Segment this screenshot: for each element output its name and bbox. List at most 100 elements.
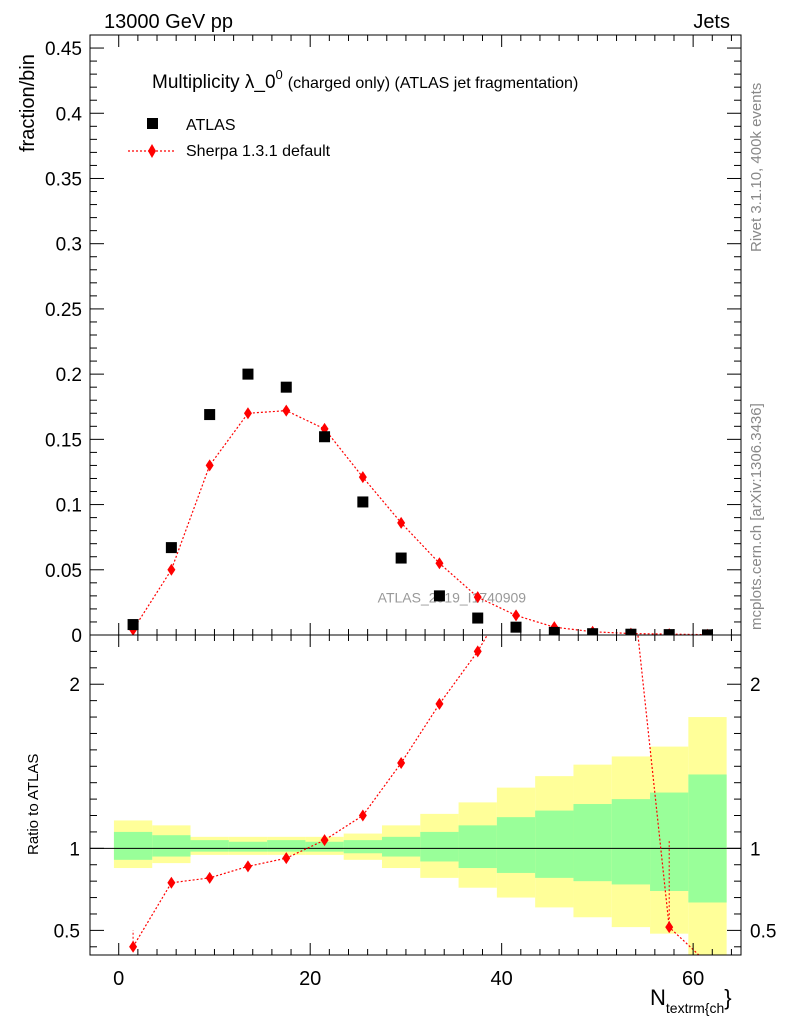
- band-green-bin: [113, 831, 153, 860]
- y-tick-label-bottom: 0.5: [54, 921, 80, 942]
- atlas-point: [127, 619, 139, 631]
- band-green-bin: [611, 799, 651, 885]
- ratio-point: [167, 876, 176, 889]
- atlas-point: [548, 626, 560, 635]
- sherpa-line: [132, 410, 708, 635]
- atlas-point: [357, 496, 369, 508]
- y-tick-label-top: 0.4: [56, 104, 83, 125]
- band-green-bin: [305, 841, 344, 852]
- legend: ATLAS Sherpa 1.3.1 default: [128, 117, 331, 160]
- atlas-point: [510, 621, 522, 633]
- y-tick-label-top: 0.3: [56, 235, 82, 256]
- y-tick-label-bottom: 1: [69, 839, 80, 860]
- atlas-point: [663, 629, 675, 635]
- ratio-point: [473, 645, 482, 658]
- band-green-bin: [496, 817, 536, 873]
- atlas-point: [587, 628, 599, 635]
- sherpa-point: [512, 609, 521, 622]
- sherpa-point: [282, 404, 291, 417]
- y-tick-label-top: 0.35: [45, 169, 82, 190]
- band-green-bin: [420, 831, 459, 862]
- y-axis-label-top: fraction/bin: [17, 54, 39, 152]
- atlas-point: [433, 590, 445, 602]
- y-axis-label-bottom: Ratio to ATLAS: [25, 754, 42, 855]
- atlas-point: [472, 612, 484, 624]
- y-tick-label-bottom-right: 0.5: [750, 921, 776, 942]
- header-left: 13000 GeV pp: [104, 11, 233, 33]
- legend-atlas-marker: [147, 118, 158, 129]
- y-tick-label-top: 0.2: [56, 365, 82, 386]
- sherpa-point: [435, 557, 444, 570]
- y-tick-label-bottom-right: 2: [750, 675, 761, 696]
- atlas-point: [701, 629, 713, 635]
- header-right: Jets: [693, 11, 730, 33]
- ratio-point: [243, 860, 252, 873]
- ratio-point: [320, 834, 329, 847]
- atlas-point: [395, 552, 407, 564]
- band-green-bin: [381, 836, 421, 857]
- ratio-point: [282, 852, 291, 865]
- sherpa-point: [473, 591, 482, 604]
- x-axis-label-sub: textrm{ch: [666, 1000, 724, 1016]
- atlas-point: [319, 431, 331, 443]
- y-tick-label-top: 0.45: [45, 39, 82, 60]
- band-green-bin: [573, 804, 612, 882]
- ratio-point: [205, 871, 214, 884]
- legend-sherpa-label: Sherpa 1.3.1 default: [186, 143, 331, 160]
- atlas-point: [280, 381, 292, 393]
- x-axis-label-close: }: [724, 985, 731, 1010]
- ratio-point: [627, 563, 635, 575]
- band-green-bin: [535, 810, 574, 878]
- chart-title-suffix: (charged only) (ATLAS jet fragmentation): [288, 75, 579, 92]
- ratio-point: [703, 957, 711, 969]
- sherpa-point: [243, 407, 252, 420]
- atlas-point: [165, 542, 177, 554]
- chart-title-main: Multiplicity λ_0: [152, 72, 276, 93]
- ratio-uncertainty-bands: [113, 717, 727, 955]
- band-green-bin: [228, 841, 268, 852]
- y-tick-label-bottom-right: 1: [750, 839, 761, 860]
- y-tick-label-top: 0.15: [45, 430, 82, 451]
- ratio-point: [589, 514, 597, 526]
- ratio-point: [550, 514, 558, 526]
- analysis-watermark: ATLAS_2019_I1740909: [378, 589, 527, 605]
- ratio-point: [435, 697, 444, 710]
- sherpa-point: [397, 516, 406, 529]
- mcplots-label: mcplots.cern.ch [arXiv:1306.3436]: [748, 403, 765, 630]
- x-axis-label: Ntextrm{ch}: [650, 985, 732, 1016]
- atlas-point: [625, 628, 637, 635]
- sherpa-point: [205, 459, 214, 472]
- sherpa-point: [167, 563, 176, 576]
- atlas-point: [204, 409, 216, 421]
- ratio-point: [397, 757, 406, 769]
- ratio-plot-marks: [129, 514, 711, 969]
- x-tick-label: 20: [299, 968, 321, 990]
- band-green-bin: [152, 835, 191, 857]
- chart-title-sup: 0: [276, 67, 283, 82]
- atlas-point: [242, 368, 254, 380]
- band-green-bin: [458, 825, 497, 869]
- y-tick-label-top: 0: [71, 626, 82, 647]
- band-green-bin: [688, 774, 727, 903]
- legend-atlas-label: ATLAS: [186, 117, 236, 134]
- axis-ticks: 0 20 40 6000.050.10.150.20.250.30.350.40.45…: [45, 35, 776, 990]
- x-tick-label: 60: [682, 968, 704, 990]
- legend-sherpa-marker: [148, 144, 156, 158]
- y-tick-label-top: 0.05: [45, 561, 82, 582]
- main-plot-marks: [127, 368, 713, 635]
- y-tick-label-bottom: 2: [69, 675, 80, 696]
- ratio-line: [132, 635, 700, 955]
- x-axis-label-main: N: [650, 985, 666, 1010]
- y-tick-label-top: 0.25: [45, 300, 82, 321]
- x-tick-label: 40: [491, 968, 513, 990]
- ratio-point: [358, 809, 367, 822]
- x-tick-label: 0: [113, 968, 124, 990]
- band-green-bin: [267, 840, 306, 852]
- sherpa-point: [358, 471, 367, 484]
- rivet-label: Rivet 3.1.10, 400k events: [748, 83, 765, 252]
- y-tick-label-top: 0.1: [56, 496, 82, 517]
- ratio-plot-frame: [89, 634, 742, 956]
- band-green-bin: [190, 840, 229, 852]
- chart-title: Multiplicity λ_00 (charged only) (ATLAS j…: [152, 67, 578, 93]
